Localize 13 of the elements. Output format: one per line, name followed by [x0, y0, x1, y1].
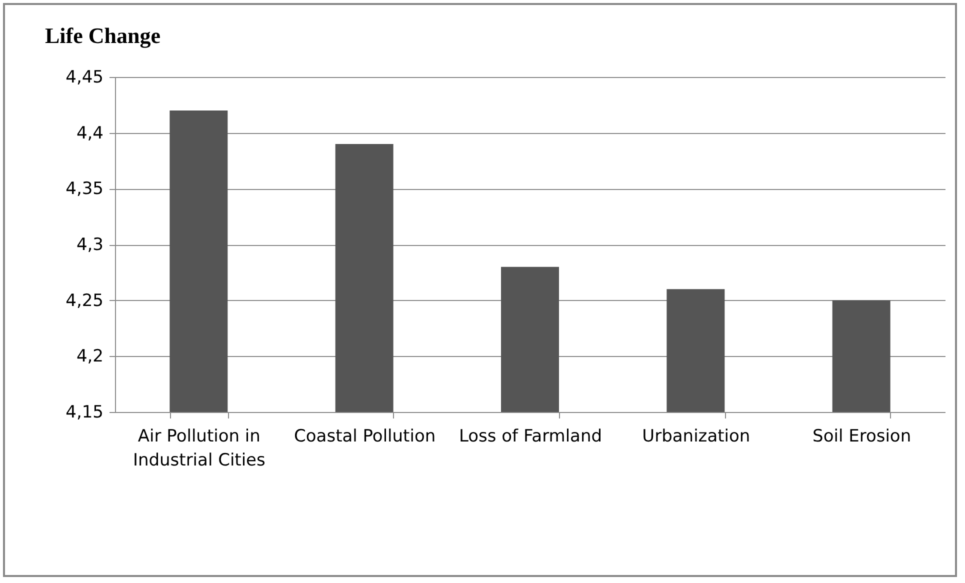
chart-title: Life Change: [45, 23, 161, 48]
y-tick-label: 4,35: [66, 179, 104, 200]
y-tick-label: 4,4: [76, 123, 104, 144]
y-tick-label: 4,25: [66, 290, 104, 311]
x-tick-label: Loss of Farmland: [458, 426, 602, 446]
y-tick-label: 4,15: [66, 402, 104, 422]
x-tick-label: Urbanization: [642, 426, 750, 446]
y-tick-label: 4,45: [66, 68, 104, 88]
x-tick-label: Coastal Pollution: [294, 426, 436, 446]
y-tick-label: 4,2: [76, 346, 104, 367]
x-tick-label: Air Pollution in Industrial Cities: [132, 426, 266, 470]
x-tick-label: Soil Erosion: [812, 426, 912, 446]
y-tick-label: 4,3: [76, 235, 104, 255]
